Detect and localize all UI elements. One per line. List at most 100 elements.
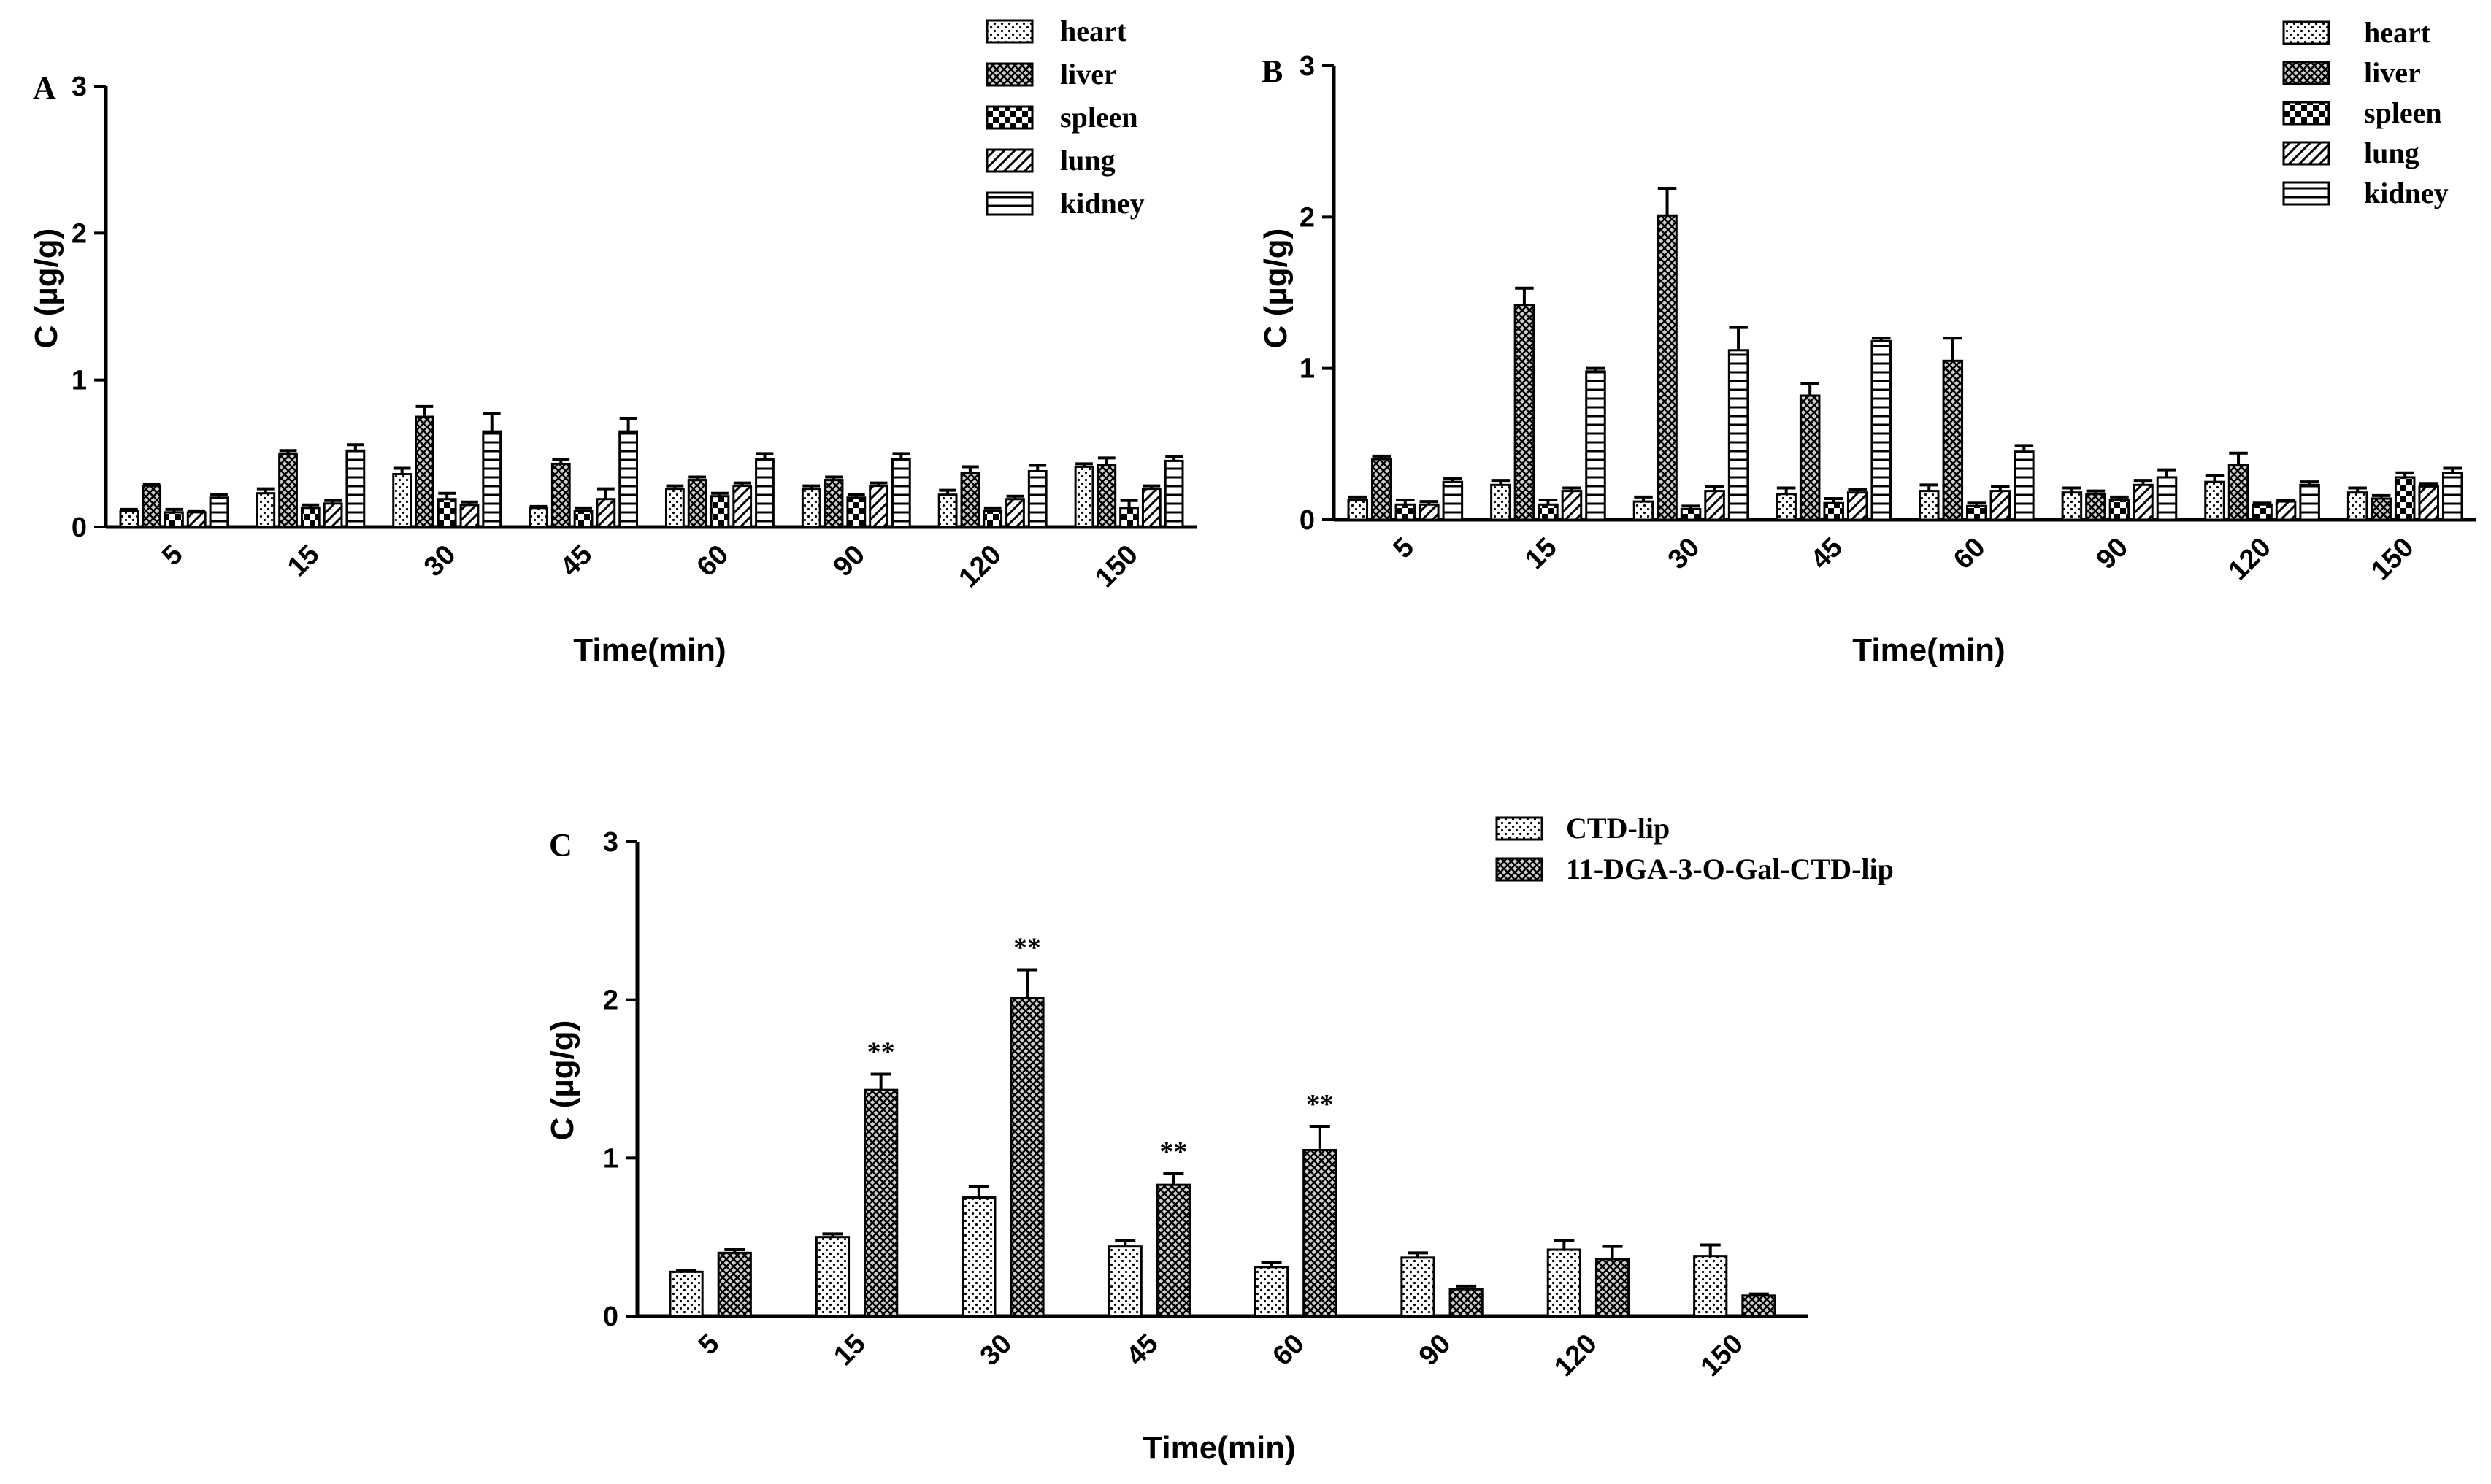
panel-c-legend-swatch <box>1495 816 1543 841</box>
panel-c-bar-11-dga-3-o-gal-ctd-lip-45 <box>1156 1183 1191 1318</box>
panel-b-error-bar <box>1776 486 1796 494</box>
panel-a-bar-kidney-45 <box>618 430 638 528</box>
panel-a-bar-lung-60 <box>732 485 753 528</box>
panel-c-error-bar <box>870 1072 891 1091</box>
panel-a-x-tick-label: 60 <box>691 539 735 583</box>
panel-a-error-bar <box>438 491 456 499</box>
panel-a-error-bar <box>120 507 138 511</box>
panel-a-error-bar <box>393 466 411 474</box>
panel-a-error-bar <box>666 484 684 489</box>
panel-b-bar-spleen-90 <box>2108 499 2130 521</box>
panel-a-error-bar <box>1029 464 1047 472</box>
panel-a-chart: A C (µg/g) Time(min) heart liver spleen lun… <box>28 15 1197 668</box>
panel-a-error-bar <box>1143 484 1161 489</box>
panel-c-x-tick-label: 45 <box>1121 1329 1164 1372</box>
panel-a-legend: heart liver spleen lung kidney <box>986 15 1145 220</box>
panel-c-bar-ctd-lip-45 <box>1108 1245 1143 1318</box>
panel-b-bar-spleen-150 <box>2394 476 2416 521</box>
panel-b-bar-kidney-15 <box>1585 370 1606 521</box>
panel-b-bar-lung-45 <box>1846 491 1868 521</box>
panel-b-x-tick-label: 150 <box>2365 532 2420 587</box>
panel-b-bar-lung-30 <box>1704 490 1725 521</box>
panel-b-bar-liver-15 <box>1513 304 1535 521</box>
panel-b-error-bar <box>1491 479 1511 485</box>
panel-a-bar-liver-90 <box>824 479 844 528</box>
panel-a-label: A <box>33 70 56 106</box>
panel-a-bar-liver-5 <box>142 485 162 528</box>
panel-b-bar-liver-60 <box>1942 359 1964 521</box>
panel-b-bar-spleen-45 <box>1823 501 1844 521</box>
panel-b-error-bar <box>2300 480 2319 485</box>
panel-a-bar-kidney-90 <box>891 458 911 528</box>
panel-a-x-tick-label: 90 <box>828 539 872 583</box>
panel-a-bar-kidney-150 <box>1164 459 1184 528</box>
panel-a-bar-heart-150 <box>1074 465 1094 528</box>
panel-b-error-bar <box>2133 479 2153 485</box>
panel-a-bar-liver-30 <box>415 415 434 528</box>
panel-a-bar-kidney-5 <box>209 496 229 528</box>
panel-a-legend-swatch <box>986 148 1034 173</box>
panel-c-error-bar <box>1554 1239 1575 1250</box>
panel-b-error-bar <box>2276 499 2295 502</box>
panel-b-legend-swatch <box>2282 20 2330 45</box>
panel-a-legend-label: spleen <box>1060 101 1138 134</box>
panel-a-bar-heart-90 <box>801 488 821 528</box>
panel-b-y-tick-label: 1 <box>1300 354 1315 385</box>
panel-b-error-bar <box>1634 495 1653 502</box>
panel-a-error-bar <box>575 506 592 511</box>
panel-a-x-tick-label: 30 <box>418 539 462 583</box>
panel-c-bar-ctd-lip-90 <box>1400 1256 1435 1318</box>
panel-a-legend-swatch <box>986 105 1034 130</box>
panel-a-plot-area: 0 1 2 3 5 15 30 45 60 90 120 150 <box>72 72 1197 593</box>
panel-b-error-bar <box>2371 493 2391 499</box>
panel-b-label: B <box>1262 53 1283 89</box>
panel-a-error-bar <box>962 465 979 473</box>
panel-a-error-bar <box>825 475 843 480</box>
panel-b-error-bar <box>2086 489 2106 494</box>
panel-a-error-bar <box>256 487 275 493</box>
panel-c-plot-area: 0 1 2 3 5 15 ** 30 ** 45 ** 60 ** 90 120 150 <box>603 827 1808 1383</box>
panel-a-legend-swatch <box>986 19 1034 44</box>
panel-a-legend-label: kidney <box>1060 187 1145 220</box>
panel-b-y-tick-label: 0 <box>1300 505 1315 536</box>
panel-c-label: C <box>549 827 572 863</box>
panel-c-bar-ctd-lip-15 <box>815 1236 851 1318</box>
panel-b-bar-kidney-30 <box>1727 349 1749 521</box>
panel-b-error-bar <box>1967 501 1987 507</box>
panel-a-error-bar <box>142 483 161 486</box>
panel-b-bar-kidney-5 <box>1442 480 1464 521</box>
panel-a-bar-liver-60 <box>687 479 707 528</box>
panel-b-error-bar <box>2229 451 2248 466</box>
panel-b-bar-kidney-60 <box>2014 450 2035 521</box>
panel-b-error-bar <box>1443 477 1462 483</box>
panel-b-legend-swatch <box>2282 61 2330 85</box>
panel-b-error-bar <box>2419 482 2438 487</box>
panel-b-x-tick-label: 5 <box>1388 532 1421 565</box>
panel-b-bar-heart-60 <box>1919 490 1940 521</box>
panel-b-x-axis-title: Time(min) <box>1852 632 2005 668</box>
panel-c-bar-11-dga-3-o-gal-ctd-lip-90 <box>1448 1288 1484 1318</box>
panel-c-bar-11-dga-3-o-gal-ctd-lip-30 <box>1010 997 1045 1318</box>
panel-a-x-tick-label: 120 <box>953 539 1008 594</box>
panel-a-x-tick-label: 5 <box>156 539 189 572</box>
panel-b-bar-heart-30 <box>1632 500 1654 521</box>
panel-a-y-tick-label: 1 <box>72 366 87 396</box>
panel-a-bar-kidney-30 <box>482 430 502 528</box>
panel-a-error-bar <box>1165 455 1183 461</box>
panel-a-bar-spleen-60 <box>710 495 730 528</box>
panel-a-bar-liver-150 <box>1097 464 1117 528</box>
panel-b-error-bar <box>2252 501 2272 505</box>
panel-a-error-bar <box>619 417 637 432</box>
panel-b-bar-heart-45 <box>1776 493 1797 521</box>
panel-c-error-bar <box>1602 1245 1623 1259</box>
panel-a-bar-spleen-90 <box>846 496 867 528</box>
panel-a-bar-spleen-45 <box>573 510 594 528</box>
panel-b-bar-liver-150 <box>2371 497 2392 521</box>
panel-b-error-bar <box>1396 499 1415 505</box>
panel-a-bar-kidney-15 <box>345 449 366 528</box>
panel-c-significance-label: ** <box>1159 1137 1187 1167</box>
panel-a-y-axis-title: C (µg/g) <box>28 228 64 349</box>
panel-c-bar-ctd-lip-120 <box>1546 1248 1581 1318</box>
panel-a-x-tick-label: 150 <box>1089 539 1144 594</box>
panel-c-legend-label: 11-DGA-3-O-Gal-CTD-lip <box>1566 853 1894 885</box>
